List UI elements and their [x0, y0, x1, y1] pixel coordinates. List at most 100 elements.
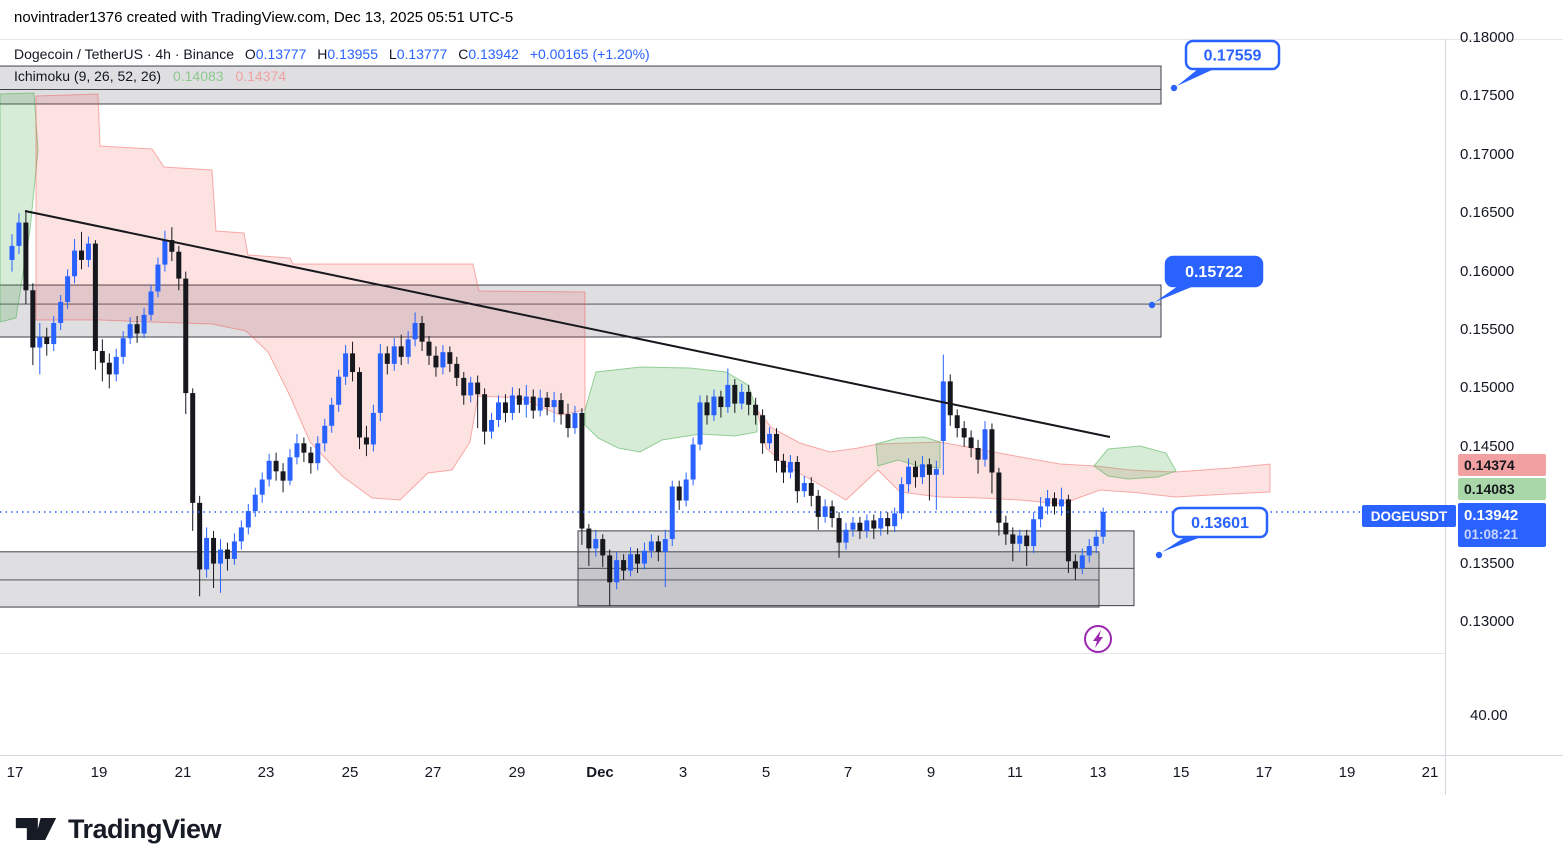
candle-body: [565, 414, 571, 429]
candle-body: [530, 396, 536, 411]
time-axis-border: [0, 755, 1563, 756]
candle-body: [926, 464, 932, 475]
candle-body: [704, 402, 710, 416]
candle-body: [725, 384, 731, 408]
senkou-a-price-badge: 0.14083: [1458, 478, 1546, 500]
attribution-text: novintrader1376 created with TradingView…: [14, 9, 514, 26]
candle-body: [628, 554, 634, 571]
tradingview-logo[interactable]: TradingView: [14, 810, 222, 848]
candle-body: [224, 549, 230, 559]
indicator-name: Ichimoku (9, 26, 52, 26): [14, 68, 162, 84]
pane-separator[interactable]: [0, 653, 1445, 654]
candle-body: [815, 495, 821, 517]
last-price-badge: 0.13942 01:08:21: [1458, 503, 1546, 547]
candle-body: [746, 391, 752, 405]
candle-body: [85, 243, 91, 260]
time-tick-label: 25: [341, 764, 359, 781]
trendline[interactable]: [24, 210, 1111, 438]
candle-body: [558, 400, 564, 415]
time-tick-label: 19: [1338, 764, 1356, 781]
candle-body: [468, 382, 474, 396]
candle-body: [718, 396, 724, 408]
candle-body: [648, 541, 654, 551]
sr-zone-2[interactable]: [0, 551, 1100, 608]
candle-body: [1093, 536, 1099, 547]
senkou-a-value: 0.14083: [172, 68, 224, 84]
candle-body: [1010, 534, 1016, 544]
candle-body: [134, 324, 140, 334]
candle-body: [836, 518, 842, 543]
candle-body: [1045, 498, 1051, 507]
indicator-legend[interactable]: Ichimoku (9, 26, 52, 26) 0.14083 0.14374: [14, 68, 286, 84]
price-callout-2[interactable]: [1171, 506, 1269, 539]
sr-zone-0[interactable]: [0, 65, 1162, 105]
candle-body: [204, 537, 210, 570]
candle-body: [9, 245, 15, 260]
candle-body: [79, 250, 84, 260]
candle-body: [982, 429, 988, 460]
candle-body: [864, 520, 870, 531]
candle-body: [586, 528, 592, 549]
price-callout-text-0: 0.17559: [1204, 48, 1262, 65]
candle-body: [551, 400, 557, 408]
candle-body: [892, 513, 898, 527]
candle-body: [989, 429, 995, 473]
sr-zone-1[interactable]: [0, 284, 1162, 338]
symbol-title: Dogecoin / TetherUS · 4h · Binance: [14, 46, 234, 62]
candle-body: [690, 444, 696, 480]
time-tick-label: 17: [6, 764, 24, 781]
candle-body: [37, 337, 43, 348]
candle-body: [44, 337, 50, 345]
candle-body: [454, 363, 460, 378]
time-tick-label: 21: [174, 764, 192, 781]
time-tick-label: 27: [424, 764, 442, 781]
change-value: +0.00165 (+1.20%): [529, 46, 650, 62]
close-value: 0.13942: [468, 46, 519, 62]
callout-tail-2: [1162, 537, 1201, 552]
candle-body: [1017, 535, 1023, 544]
candle-body: [780, 460, 786, 473]
candle-body: [447, 352, 453, 364]
time-tick-label: 15: [1172, 764, 1190, 781]
candle-body: [509, 395, 515, 413]
candle-body: [301, 443, 307, 453]
candle-body: [579, 412, 585, 529]
subpane-scale-label: 40.00: [1470, 707, 1508, 724]
candle-body: [183, 278, 189, 394]
price-callout-0[interactable]: [1184, 39, 1281, 71]
candle-body: [350, 353, 356, 373]
time-tick-label: 23: [257, 764, 275, 781]
candle-body: [774, 433, 779, 461]
price-tick-label: 0.15500: [1460, 321, 1515, 338]
candle-body: [850, 522, 856, 530]
candle-body: [99, 351, 105, 363]
senkou-b-price-badge: 0.14374: [1458, 454, 1546, 476]
candle-body: [308, 452, 314, 464]
candle-body: [635, 554, 640, 564]
low-value: 0.13777: [396, 46, 448, 62]
symbol-price-line-tag: DOGEUSDT: [1362, 505, 1456, 527]
price-tick-label: 0.15000: [1460, 379, 1515, 397]
price-tick-label: 0.17500: [1460, 87, 1515, 105]
price-callout-text-2: 0.13601: [1191, 515, 1249, 532]
candle-body: [753, 404, 759, 416]
candle-body: [127, 324, 133, 339]
price-callout-1[interactable]: [1164, 255, 1264, 288]
ichimoku-cloud-green-2: [584, 366, 758, 453]
symbol-legend[interactable]: Dogecoin / TetherUS · 4h · Binance O0.13…: [14, 46, 650, 62]
candle-body: [913, 466, 918, 478]
candle-body: [433, 355, 439, 368]
price-axis-border: [1445, 39, 1446, 795]
candle-body: [176, 251, 182, 279]
candle-body: [1086, 546, 1092, 556]
candle-body: [384, 353, 390, 364]
senkou-b-value: 0.14374: [235, 68, 287, 84]
ichimoku-cloud-green-0: [0, 92, 39, 323]
candle-body: [641, 550, 647, 564]
candle-body: [1003, 522, 1009, 535]
candle-body: [155, 264, 161, 292]
candle-body: [92, 243, 98, 352]
candle-body: [65, 276, 71, 302]
